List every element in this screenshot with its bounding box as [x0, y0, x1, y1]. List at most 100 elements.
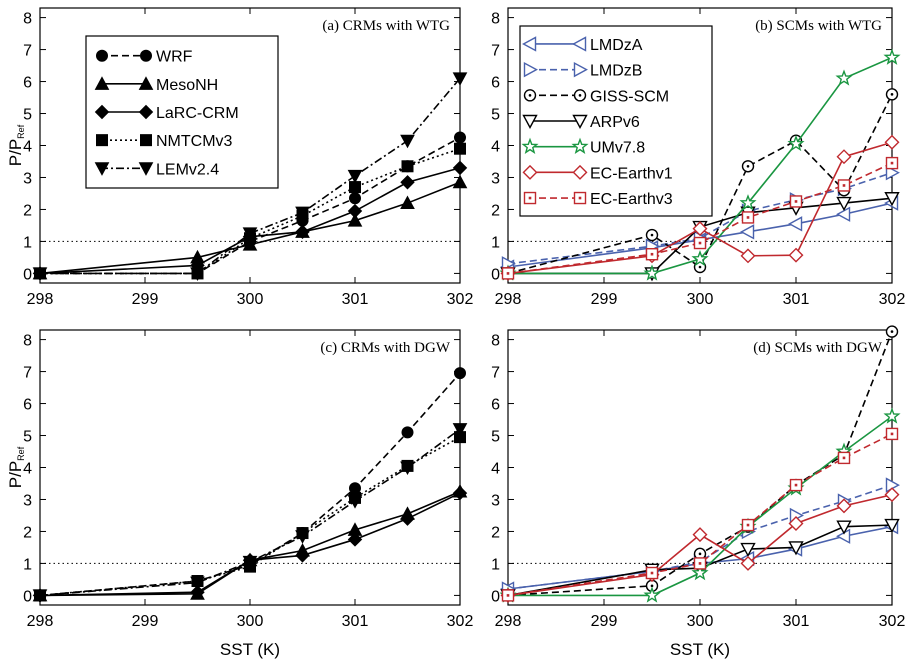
y-tick-label: 2 — [491, 524, 500, 541]
y-tick-label: 2 — [23, 524, 32, 541]
legend-label: LMDzA — [590, 37, 643, 54]
chart-panel-1: 0 1 2 3 4 5 6 7 8 298 299 300 301 302 (a) CRMs with WT… — [6, 7, 474, 308]
y-tick-label: 3 — [491, 170, 500, 187]
data-point — [454, 142, 466, 155]
data-point-dot — [698, 562, 702, 565]
data-point — [452, 72, 468, 86]
data-point — [32, 589, 48, 603]
data-point — [347, 532, 363, 547]
x-tick-label: 298 — [27, 291, 54, 308]
data-point-dot — [842, 456, 846, 460]
legend-label: EC-Earthv3 — [590, 191, 673, 208]
data-point — [885, 165, 900, 181]
legend-marker — [96, 49, 108, 62]
x-tick-label: 302 — [879, 613, 906, 630]
legend-marker — [140, 134, 152, 147]
x-tick-label: 302 — [879, 291, 906, 308]
legend-marker-dot — [528, 196, 532, 200]
x-tick-label: 298 — [495, 613, 522, 630]
data-point-dot — [746, 216, 750, 219]
data-point — [400, 195, 415, 210]
y-tick-label: 3 — [23, 170, 32, 187]
data-point — [347, 213, 363, 227]
x-tick-label: 300 — [237, 613, 264, 630]
x-tick-label: 300 — [237, 291, 264, 308]
y-tick-label: 2 — [491, 202, 500, 219]
data-point — [452, 423, 468, 437]
y-tick-label: 0 — [491, 266, 500, 283]
data-point — [400, 175, 415, 190]
x-tick-label: 298 — [27, 613, 54, 630]
data-point — [740, 224, 755, 240]
data-point — [452, 174, 468, 189]
y-tick-label: 4 — [23, 139, 32, 156]
x-tick-label: 299 — [591, 291, 618, 308]
y-axis-label-main: P/P — [6, 461, 25, 488]
data-point-dot — [506, 594, 510, 597]
y-tick-label: 7 — [491, 365, 500, 382]
x-tick-label: 301 — [783, 291, 810, 308]
legend-marker — [522, 164, 538, 180]
series-LEMv2.4 — [32, 423, 468, 603]
legend-marker — [572, 36, 587, 52]
y-tick-label: 6 — [491, 397, 500, 414]
data-point-dot — [650, 233, 654, 237]
y-tick-label: 4 — [491, 139, 500, 156]
y-tick-label: 3 — [491, 492, 500, 509]
series-EC-Earthv3 — [501, 427, 899, 602]
data-point — [692, 527, 708, 543]
data-point-dot — [746, 523, 750, 527]
data-point — [190, 585, 205, 600]
legend-label: GISS-SCM — [590, 88, 669, 105]
data-point — [400, 461, 415, 476]
data-point — [836, 498, 852, 514]
legend-marker — [571, 137, 589, 154]
data-point — [454, 367, 466, 380]
y-tick-label: 8 — [23, 11, 32, 28]
x-tick-label: 302 — [447, 291, 474, 308]
panel-title: (a) CRMs with WTG — [322, 18, 450, 34]
y-tick-label: 7 — [491, 43, 500, 60]
data-point — [295, 206, 310, 221]
data-point — [643, 586, 661, 603]
legend: LMDzA LMDzB GISS-SCM ARPv6 UMv7.8 EC-Earthv1 E… — [519, 25, 713, 217]
x-tick-label: 300 — [687, 613, 714, 630]
x-tick-label: 301 — [783, 613, 810, 630]
legend: WRF MesoNH LaRC-CRM NMTCMv3 LEMv2.4 — [85, 35, 279, 189]
data-point — [836, 196, 852, 212]
y-tick-label: 1 — [23, 556, 32, 573]
x-axis-label: SST (K) — [670, 640, 730, 659]
y-tick-label: 5 — [23, 107, 32, 124]
data-point — [295, 224, 310, 240]
data-point — [347, 203, 363, 219]
y-axis-label: P/PRef — [6, 124, 26, 166]
legend-marker — [572, 164, 588, 180]
data-point — [884, 518, 900, 534]
y-tick-label: 4 — [23, 461, 32, 478]
data-point-dot — [890, 93, 894, 96]
data-point-dot — [650, 252, 654, 256]
data-point — [643, 264, 661, 281]
legend-marker — [94, 162, 110, 176]
y-tick-label: 2 — [23, 202, 32, 219]
y-tick-label: 5 — [23, 429, 32, 446]
panel-title: (b) SCMs with WTG — [755, 18, 882, 34]
data-point — [401, 160, 414, 173]
y-tick-label: 5 — [491, 107, 500, 124]
legend-marker — [573, 61, 588, 78]
y-axis-label-sub: Ref — [16, 124, 26, 139]
legend-label: LaRC-CRM — [156, 105, 239, 122]
data-point — [190, 267, 205, 281]
legend-marker — [96, 134, 108, 147]
data-point — [836, 149, 852, 165]
legend-label: ARPv6 — [590, 114, 640, 131]
y-tick-label: 0 — [491, 588, 500, 605]
data-point — [788, 216, 803, 232]
y-tick-label: 0 — [23, 588, 32, 605]
data-point — [788, 541, 804, 556]
x-tick-label: 300 — [687, 291, 714, 308]
data-point-dot — [842, 184, 846, 187]
legend-marker — [521, 137, 539, 154]
x-tick-label: 299 — [591, 613, 618, 630]
x-tick-label: 302 — [447, 613, 474, 630]
